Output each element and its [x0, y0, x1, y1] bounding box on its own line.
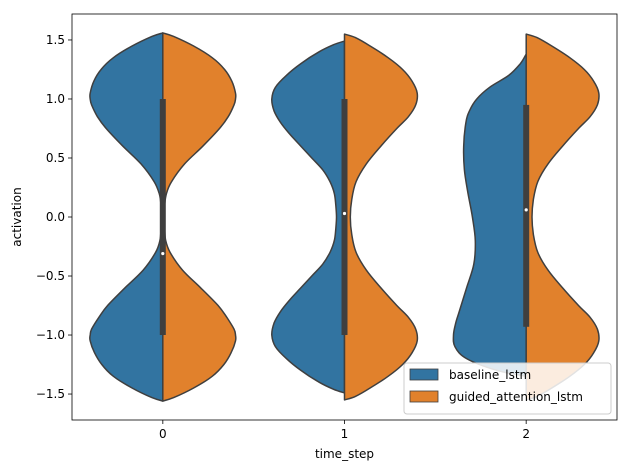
y-axis-label: activation — [10, 187, 24, 246]
legend-label-guided-attention-lstm: guided_attention_lstm — [449, 390, 583, 404]
violin-baseline_lstm-2 — [452, 53, 527, 378]
violin-baseline_lstm-1 — [271, 40, 346, 394]
median-marker-1 — [342, 211, 347, 216]
median-marker-2 — [524, 208, 528, 212]
y-tick-label: 1.5 — [46, 33, 65, 47]
x-tick-label: 0 — [159, 427, 167, 441]
median-marker-0 — [161, 252, 165, 256]
x-axis-label: time_step — [315, 447, 374, 461]
x-axis: 0 1 2 — [159, 420, 530, 441]
legend: baseline_lstm guided_attention_lstm — [403, 362, 612, 415]
legend-swatch-guided-attention-lstm — [409, 390, 439, 403]
legend-swatch-baseline-lstm — [409, 368, 439, 381]
y-axis: −1.5 −1.0 −0.5 0.0 0.5 1.0 1.5 — [36, 33, 72, 401]
violin-guided_attention_lstm-1 — [343, 33, 419, 401]
legend-label-baseline-lstm: baseline_lstm — [449, 368, 531, 382]
violin-guided_attention_lstm-2 — [525, 33, 600, 401]
x-tick-label: 2 — [522, 427, 530, 441]
inner-box-layer — [159, 99, 530, 335]
inner-box-0 — [159, 99, 166, 335]
y-tick-label: 0.5 — [46, 151, 65, 165]
y-tick-label: −1.0 — [36, 328, 65, 342]
y-tick-label: −0.5 — [36, 269, 65, 283]
y-tick-label: −1.5 — [36, 387, 65, 401]
y-tick-label: 0.0 — [46, 210, 65, 224]
inner-box-2 — [523, 104, 530, 327]
x-tick-label: 1 — [341, 427, 349, 441]
violin-layer — [89, 32, 600, 402]
y-tick-label: 1.0 — [46, 92, 65, 106]
legend-frame — [403, 362, 612, 415]
inner-box-1 — [341, 99, 348, 335]
